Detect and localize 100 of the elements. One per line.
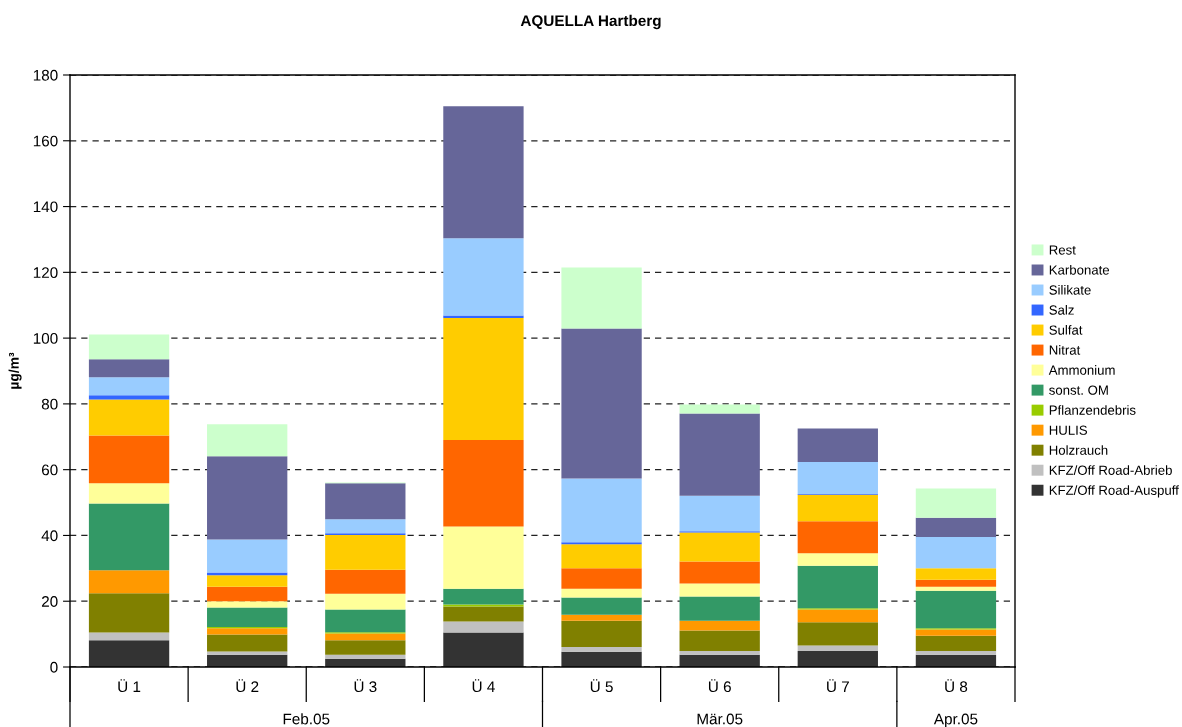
legend-label: Ammonium [1048, 365, 1115, 375]
bar [443, 440, 524, 527]
bar [561, 544, 642, 569]
bar [561, 597, 642, 615]
bar [88, 399, 170, 436]
bar [88, 359, 170, 378]
bar [915, 488, 997, 518]
x-tick-label: Ü 2 [236, 679, 259, 693]
legend-label: Salz [1049, 305, 1074, 315]
x-tick-label: Ü 5 [590, 679, 613, 693]
bar [561, 328, 642, 479]
bar [561, 651, 642, 667]
bar [207, 456, 288, 540]
legend-label: Karbonate [1049, 264, 1110, 275]
bar [679, 650, 760, 655]
legend-label: Pflanzendebris [1049, 405, 1136, 415]
bar [797, 553, 878, 566]
bar [443, 526, 524, 589]
bar [797, 521, 878, 554]
y-tick-label: 80 [41, 398, 58, 410]
text: Mär.05 [697, 713, 743, 725]
chart-title: AQUELLA Hartberg [520, 14, 661, 30]
bar [679, 404, 760, 414]
legend-label: HULIS [1049, 425, 1088, 435]
y-tick-label: 120 [33, 267, 58, 279]
bar [915, 517, 997, 538]
bar [88, 640, 170, 667]
bar [915, 537, 997, 569]
x-tick-label: Ü 7 [827, 679, 849, 693]
bar [915, 650, 997, 655]
bar [207, 575, 288, 587]
bar [443, 632, 524, 667]
bar [679, 620, 760, 631]
bar [325, 633, 406, 641]
bar [797, 428, 878, 463]
y-tick-label: 40 [41, 530, 58, 542]
legend-label: Nitrat [1049, 345, 1081, 355]
bar [679, 596, 760, 621]
bar [88, 570, 170, 594]
text: Apr.05 [933, 713, 978, 727]
x-tick-label: Ü 6 [708, 679, 731, 693]
x-tick-label: Ü 8 [945, 679, 968, 693]
bar [207, 607, 288, 627]
bar [797, 622, 878, 646]
y-tick-label: 0 [50, 661, 58, 673]
bar [443, 318, 524, 441]
bar [561, 267, 642, 329]
y-tick-label: 20 [41, 596, 58, 607]
bar [915, 590, 997, 629]
legend-label: Holzrauch [1049, 445, 1108, 455]
bar [443, 621, 524, 633]
legend-label: sonst. OM [1049, 385, 1108, 395]
y-tick-label: 60 [41, 464, 58, 476]
bar [88, 334, 170, 360]
bar [325, 609, 406, 633]
bar [561, 646, 642, 652]
bar [325, 535, 406, 570]
bar [88, 593, 170, 633]
bar [207, 601, 288, 608]
bar [561, 568, 642, 589]
bar [679, 413, 760, 496]
bar [679, 583, 760, 597]
bar [207, 424, 288, 457]
bar [915, 579, 997, 587]
bar [797, 565, 878, 609]
legend-label: Silikate [1049, 284, 1091, 295]
bar [207, 586, 288, 602]
bar [915, 635, 997, 651]
y-tick-label: 160 [33, 135, 58, 147]
bar [561, 478, 642, 543]
bar [797, 650, 878, 667]
bar [443, 315, 524, 319]
bar [561, 614, 642, 621]
bar [797, 494, 878, 522]
bar [561, 588, 642, 598]
y-tick-label: 180 [33, 69, 58, 81]
bar [797, 645, 878, 651]
bar [915, 586, 997, 591]
bar [325, 654, 406, 659]
text: Feb.05 [283, 713, 330, 725]
x-tick-label: Ü 4 [472, 679, 495, 693]
bar [88, 435, 170, 484]
bar [88, 395, 170, 400]
bar [325, 640, 406, 655]
bar [207, 628, 288, 635]
legend-label: Rest [1049, 245, 1076, 255]
bar [207, 634, 288, 652]
x-tick-label: Ü 1 [118, 679, 141, 693]
bar [325, 593, 406, 610]
bar [207, 651, 288, 655]
bar [679, 532, 760, 562]
bar [443, 606, 524, 622]
bar [679, 654, 760, 667]
bar [443, 106, 524, 239]
bar [679, 561, 760, 584]
y-tick-label: 100 [33, 332, 58, 344]
bar [797, 609, 878, 623]
bar [207, 539, 288, 573]
bar [915, 568, 997, 580]
bar [325, 519, 406, 534]
